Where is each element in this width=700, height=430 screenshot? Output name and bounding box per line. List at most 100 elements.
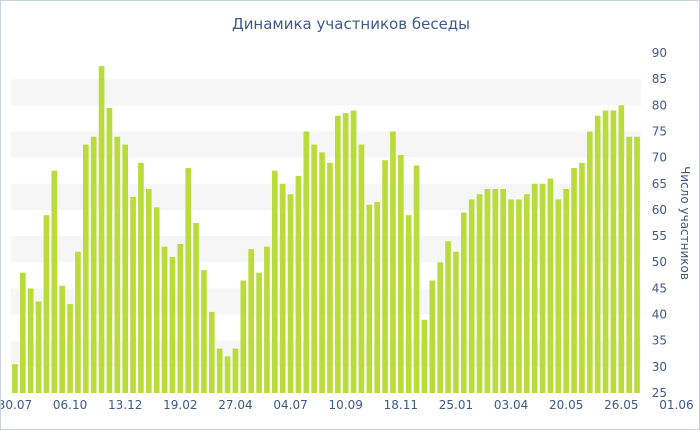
bar [59, 285, 66, 393]
bar [232, 348, 239, 393]
bar [460, 212, 467, 393]
bar-series [12, 66, 640, 394]
bar [539, 183, 546, 393]
bar [563, 189, 570, 393]
bar [319, 152, 325, 393]
x-tick-label: 01.06 [659, 398, 693, 412]
bar [429, 280, 436, 393]
bar [405, 215, 412, 393]
bar [579, 162, 585, 393]
bar [256, 272, 262, 393]
bar [67, 304, 73, 393]
bar [82, 144, 89, 393]
bar [618, 105, 625, 393]
x-tick-label: 03.04 [494, 398, 528, 412]
y-tick-label: 85 [652, 72, 667, 86]
bar [390, 131, 396, 393]
grid-bands [11, 79, 641, 367]
bar [264, 246, 270, 393]
bar [177, 243, 184, 393]
bar [311, 144, 318, 393]
x-axis-ticks: 30.07 06.10 13.12 19.02 27.04 04.07 10.09 18.11… [1, 398, 694, 412]
bar [382, 160, 388, 393]
bar [161, 246, 168, 393]
x-tick-label: 06.10 [53, 398, 87, 412]
bar [358, 144, 365, 393]
bar [374, 202, 381, 393]
bar [547, 178, 554, 393]
bar [342, 113, 349, 394]
bar [516, 199, 522, 393]
x-tick-label: 18.11 [384, 398, 418, 412]
bar [122, 144, 129, 393]
x-tick-label: 19.02 [163, 398, 197, 412]
bar [287, 194, 294, 393]
y-tick-label: 90 [652, 46, 667, 60]
bar [327, 162, 333, 393]
y-tick-label: 65 [652, 177, 667, 191]
grid-band [11, 183, 641, 210]
bar [610, 110, 617, 393]
bar [106, 107, 113, 394]
bar [145, 189, 152, 393]
x-tick-label: 25.01 [439, 398, 473, 412]
bar [271, 170, 278, 393]
bar [594, 115, 601, 394]
bar [413, 165, 420, 393]
bar [484, 189, 491, 393]
x-tick-label: 20.05 [549, 398, 583, 412]
x-tick-label: 13.12 [108, 398, 142, 412]
bar [75, 251, 81, 393]
bar [19, 272, 26, 393]
bar [208, 311, 215, 393]
bar [476, 194, 483, 393]
bar [138, 162, 144, 393]
bar [445, 241, 451, 393]
bar [43, 215, 50, 393]
bar [35, 301, 42, 393]
bar [51, 170, 58, 393]
y-axis-label: Число участников [678, 166, 692, 280]
y-tick-label: 25 [652, 386, 667, 400]
bar [201, 270, 207, 393]
bar [248, 249, 255, 393]
y-tick-label: 45 [652, 281, 667, 295]
bar [224, 356, 231, 393]
x-tick-label: 27.04 [218, 398, 252, 412]
bar [453, 251, 459, 393]
chart-title: Динамика участников беседы [232, 15, 470, 33]
bar [216, 348, 223, 393]
grid-band [11, 340, 641, 367]
y-tick-label: 75 [652, 124, 667, 138]
bar [397, 155, 404, 393]
bar [508, 199, 514, 393]
grid-band [11, 79, 641, 106]
bar [153, 207, 160, 393]
bar [193, 223, 199, 393]
bar [492, 189, 499, 393]
grid-band [11, 236, 641, 263]
bar [350, 110, 357, 393]
bar [531, 183, 538, 393]
bar [437, 262, 444, 393]
bar [571, 168, 577, 393]
x-tick-label: 30.07 [1, 398, 32, 412]
bar [366, 204, 373, 393]
bar [279, 183, 286, 393]
grid-band [11, 131, 641, 158]
x-tick-label: 04.07 [273, 398, 307, 412]
y-tick-label: 60 [652, 203, 667, 217]
bar [334, 115, 341, 394]
bar [295, 175, 302, 393]
bar [523, 194, 530, 393]
bar [500, 189, 507, 393]
y-tick-label: 50 [652, 255, 667, 269]
bar [421, 319, 428, 393]
y-tick-label: 80 [652, 98, 667, 112]
bar [12, 364, 18, 393]
y-axis-ticks: 25 30 35 40 45 50 55 60 65 70 75 80 85 90 [652, 46, 667, 400]
y-tick-label: 70 [652, 151, 667, 165]
bar [169, 257, 176, 393]
